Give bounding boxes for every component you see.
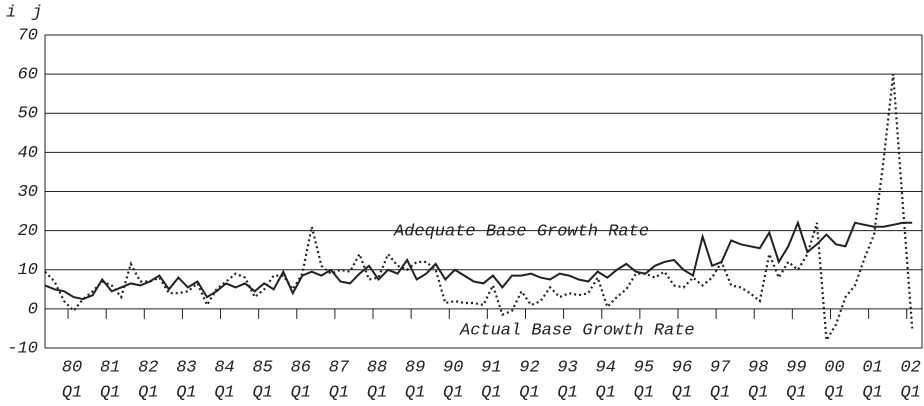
series-line: [44, 73, 914, 344]
x-tick-label: 94: [596, 358, 616, 377]
x-tick-label: 87: [329, 358, 350, 377]
x-tick-label: 89: [405, 358, 425, 377]
x-tick-label: 90: [443, 358, 463, 377]
y-tick-label: 70: [18, 26, 38, 45]
y-tick-label: 30: [18, 183, 38, 202]
y-tick-label: 20: [18, 222, 38, 241]
x-tick-label: Q1: [672, 383, 692, 402]
x-tick-label: Q1: [900, 383, 920, 402]
x-tick-label: 85: [252, 358, 272, 377]
x-tick-label: Q1: [100, 383, 120, 402]
x-tick-label: 81: [100, 358, 120, 377]
x-tick-label: Q1: [62, 383, 82, 402]
x-tick-label: Q1: [786, 383, 806, 402]
x-tick-label: 93: [557, 358, 577, 377]
x-tick-label: Q1: [214, 383, 234, 402]
x-tick-label: 80: [62, 358, 82, 377]
x-tick-label: 88: [367, 358, 387, 377]
x-tick-label: Q1: [405, 383, 425, 402]
x-tick-label: 98: [748, 358, 768, 377]
x-tick-label: Q1: [519, 383, 539, 402]
x-tick-label: Q1: [634, 383, 654, 402]
x-tick-label: Q1: [138, 383, 158, 402]
y-tick-label: 10: [18, 261, 38, 280]
x-tick-label: Q1: [862, 383, 882, 402]
x-tick-label: 96: [672, 358, 692, 377]
x-tick-label: 91: [481, 358, 501, 377]
x-tick-label: 86: [291, 358, 311, 377]
x-tick-label: 01: [862, 358, 882, 377]
y-tick-label: 40: [18, 144, 38, 163]
x-tick-label: 84: [214, 358, 234, 377]
x-tick-label: 97: [710, 358, 731, 377]
x-tick-label: Q1: [329, 383, 349, 402]
y-tick-label: 60: [18, 66, 38, 85]
x-tick-label: 02: [900, 358, 920, 377]
x-tick-label: 82: [138, 358, 158, 377]
series-label: Actual Base Growth Rate: [459, 321, 695, 340]
x-tick-label: Q1: [252, 383, 272, 402]
x-tick-label: 83: [176, 358, 196, 377]
x-tick-label: Q1: [596, 383, 616, 402]
y-tick-label: 0: [28, 300, 38, 319]
x-tick-label: Q1: [557, 383, 577, 402]
x-tick-label: Q1: [291, 383, 311, 402]
y-axis-label: i: [6, 3, 16, 22]
y-tick-label: -10: [7, 339, 38, 358]
x-tick-label: Q1: [367, 383, 387, 402]
x-tick-label: Q1: [824, 383, 844, 402]
x-tick-label: 00: [824, 358, 844, 377]
x-tick-label: Q1: [443, 383, 463, 402]
x-tick-label: 92: [519, 358, 539, 377]
y-tick-label: 50: [18, 105, 38, 124]
x-tick-label: Q1: [748, 383, 768, 402]
x-tick-label: 99: [786, 358, 806, 377]
series-label: Adequate Base Growth Rate: [393, 222, 649, 241]
x-tick-label: 95: [634, 358, 654, 377]
y-axis-label: j: [31, 3, 42, 22]
x-tick-label: Q1: [481, 383, 501, 402]
x-tick-label: Q1: [710, 383, 730, 402]
series-line: [44, 219, 913, 301]
x-tick-label: Q1: [176, 383, 196, 402]
